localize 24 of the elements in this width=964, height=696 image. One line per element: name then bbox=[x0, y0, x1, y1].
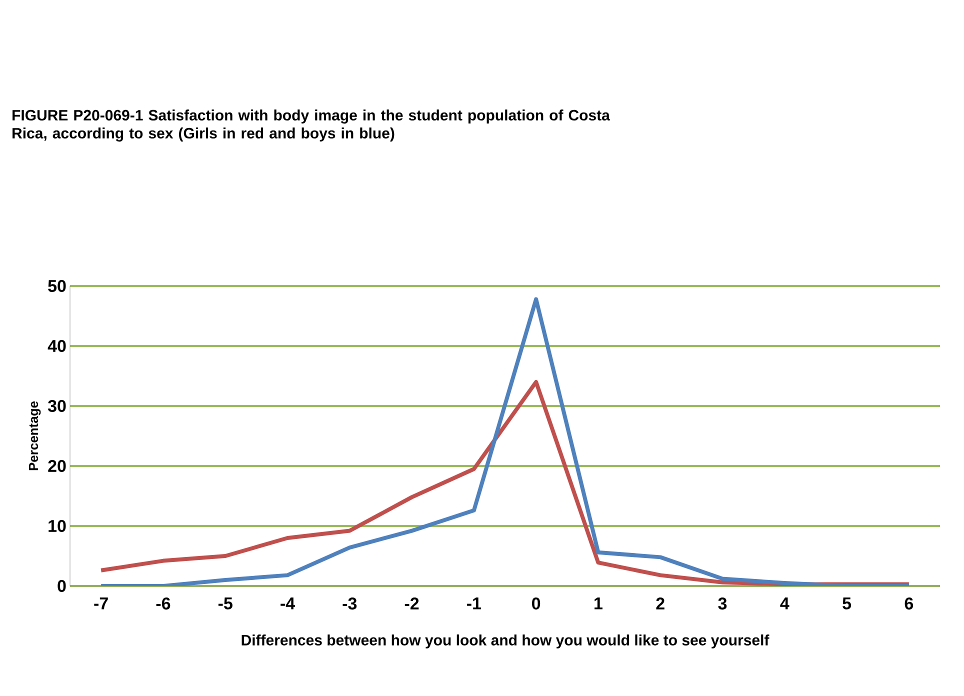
y-tick-label: 20 bbox=[48, 460, 66, 472]
x-tick-label: 1 bbox=[594, 598, 602, 610]
y-tick-label: 40 bbox=[48, 340, 66, 352]
x-tick-label: -3 bbox=[342, 598, 357, 610]
x-tick-label: -7 bbox=[94, 598, 108, 610]
x-tick-label: 4 bbox=[780, 598, 790, 610]
y-tick-label: 50 bbox=[48, 280, 66, 292]
chart-title: FIGURE P20-069-1 Satisfaction with body image in the student population of Costa Rica, according to sex (Girls in red and boys in blue) bbox=[12, 110, 610, 142]
x-tick-label: 3 bbox=[718, 598, 727, 610]
line-series bbox=[99, 297, 911, 586]
x-tick-label: 5 bbox=[842, 598, 852, 610]
x-tick-label: 6 bbox=[904, 598, 914, 610]
y-tick-label: 30 bbox=[48, 400, 66, 412]
x-axis-title: Differences between how you look and how you would like to see yourself bbox=[242, 634, 770, 648]
x-tick-label: -4 bbox=[280, 598, 295, 610]
y-tick-label: 10 bbox=[48, 520, 66, 532]
x-tick-label: -5 bbox=[218, 598, 232, 610]
x-tick-label: 0 bbox=[532, 598, 540, 610]
x-tick-label: -6 bbox=[156, 598, 170, 610]
x-tick-label: 2 bbox=[656, 598, 664, 610]
x-tick-label: -1 bbox=[467, 598, 482, 610]
x-tick-label: -2 bbox=[404, 598, 419, 610]
y-axis-title: Percentage bbox=[29, 401, 41, 470]
y-tick-label: 0 bbox=[58, 580, 66, 592]
